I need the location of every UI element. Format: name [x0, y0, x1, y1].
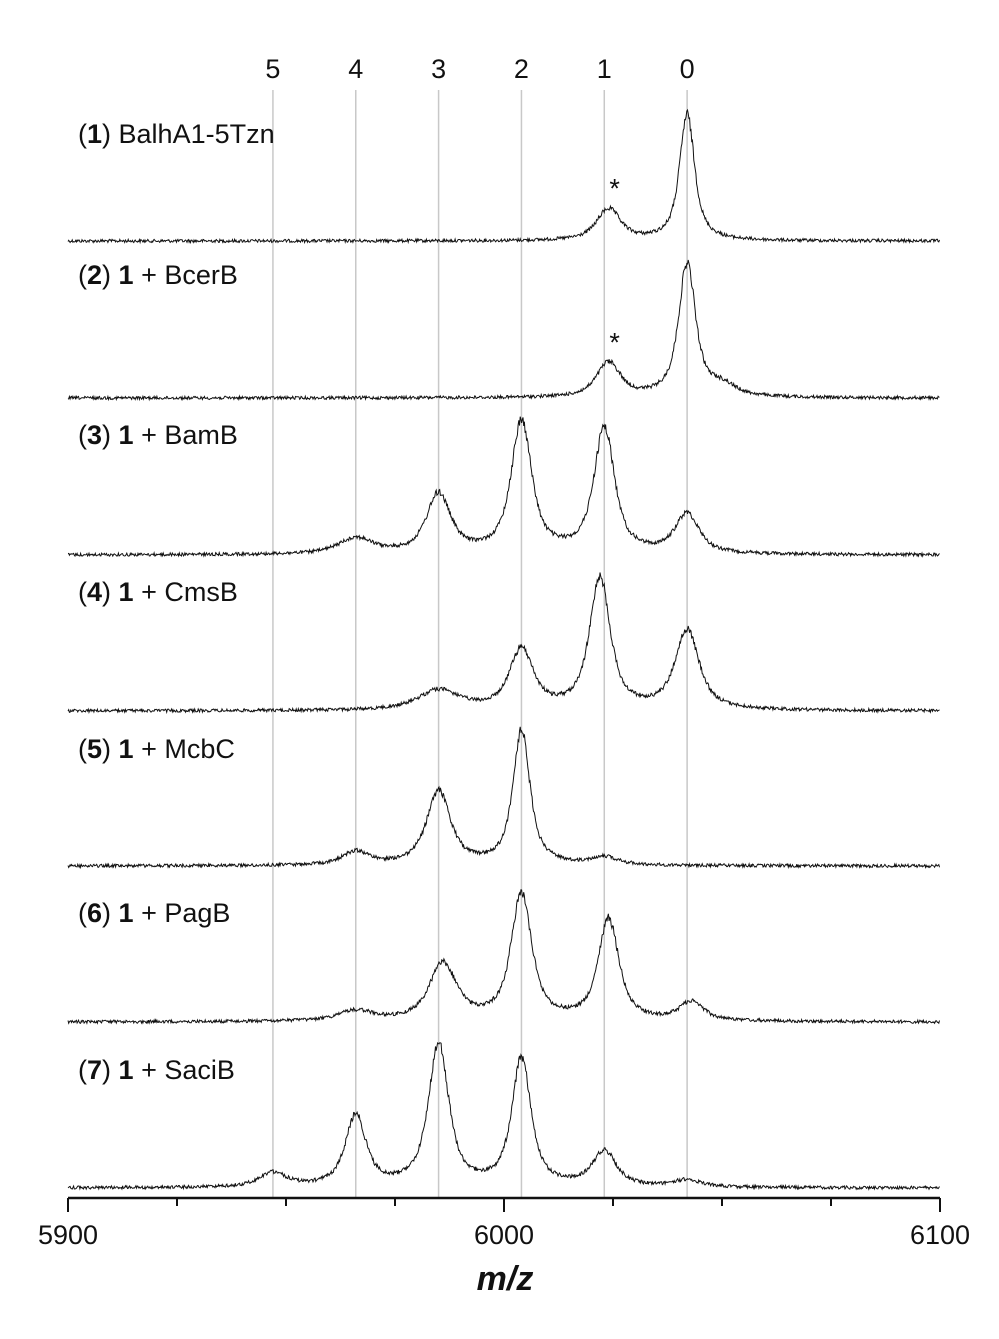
spectrum-trace [67, 889, 940, 1025]
label-part: ) [102, 898, 119, 928]
label-part: ) BalhA1-5Tzn [102, 119, 275, 149]
spectrum-label: (4) 1 + CmsB [78, 577, 238, 607]
spectrum-label: (2) 1 + BcerB [78, 260, 238, 290]
label-part: + CmsB [134, 577, 238, 607]
label-part: ( [78, 420, 87, 450]
spectrum-label: (1) BalhA1-5Tzn [78, 119, 275, 149]
reference-line-label: 0 [680, 54, 695, 84]
label-bold-part: 1 [87, 119, 102, 149]
spectrum-label: (5) 1 + McbC [78, 734, 235, 764]
x-tick-label: 6000 [474, 1220, 534, 1250]
spectrum-label: (6) 1 + PagB [78, 898, 230, 928]
spectrum-traces: ** [67, 108, 940, 1191]
label-part: + SaciB [134, 1055, 235, 1085]
label-part: ( [78, 898, 87, 928]
spectrum-trace [67, 416, 940, 558]
x-axis-title: m/z [477, 1260, 534, 1298]
label-part: + McbC [134, 734, 235, 764]
label-bold-part: 7 [87, 1055, 102, 1085]
reference-line-label: 3 [431, 54, 446, 84]
peak-marker: * [609, 327, 620, 357]
x-tick-label: 6100 [910, 1220, 970, 1250]
spectrum-labels: (1) BalhA1-5Tzn(2) 1 + BcerB(3) 1 + BamB… [78, 119, 275, 1085]
label-bold-part: 6 [87, 898, 102, 928]
label-part: + BcerB [134, 260, 238, 290]
label-bold-part: 1 [119, 260, 134, 290]
spectrum-trace [67, 108, 940, 245]
label-bold-part: 1 [119, 734, 134, 764]
label-bold-part: 1 [119, 898, 134, 928]
reference-line-label: 4 [348, 54, 363, 84]
label-part: ( [78, 734, 87, 764]
label-bold-part: 4 [87, 577, 102, 607]
spectrum-trace [67, 259, 940, 402]
label-part: + PagB [134, 898, 231, 928]
x-tick-label: 5900 [38, 1220, 98, 1250]
label-part: ( [78, 1055, 87, 1085]
spectrum-trace [67, 726, 940, 870]
spectrum-label: (3) 1 + BamB [78, 420, 238, 450]
label-bold-part: 1 [119, 1055, 134, 1085]
x-axis-ticks: 5900 6000 6100 [38, 1198, 970, 1250]
label-bold-part: 5 [87, 734, 102, 764]
label-part: ) [102, 1055, 119, 1085]
label-bold-part: 3 [87, 420, 102, 450]
label-part: ) [102, 577, 119, 607]
label-part: ) [102, 420, 119, 450]
reference-line-label: 2 [514, 54, 529, 84]
label-part: ( [78, 260, 87, 290]
spectrum-label: (7) 1 + SaciB [78, 1055, 235, 1085]
reference-line-label: 5 [265, 54, 280, 84]
spectrum-trace [67, 572, 940, 715]
label-part: ( [78, 577, 87, 607]
label-part: + BamB [134, 420, 238, 450]
label-bold-part: 2 [87, 260, 102, 290]
label-part: ( [78, 119, 87, 149]
label-part: ) [102, 734, 119, 764]
peak-marker: * [609, 174, 620, 204]
label-part: ) [102, 260, 119, 290]
reference-lines [272, 90, 688, 1198]
spectrum-trace [67, 1042, 940, 1191]
reference-line-labels: 5 4 3 2 1 0 [265, 54, 694, 84]
label-bold-part: 1 [119, 577, 134, 607]
label-bold-part: 1 [119, 420, 134, 450]
reference-line-label: 1 [597, 54, 612, 84]
